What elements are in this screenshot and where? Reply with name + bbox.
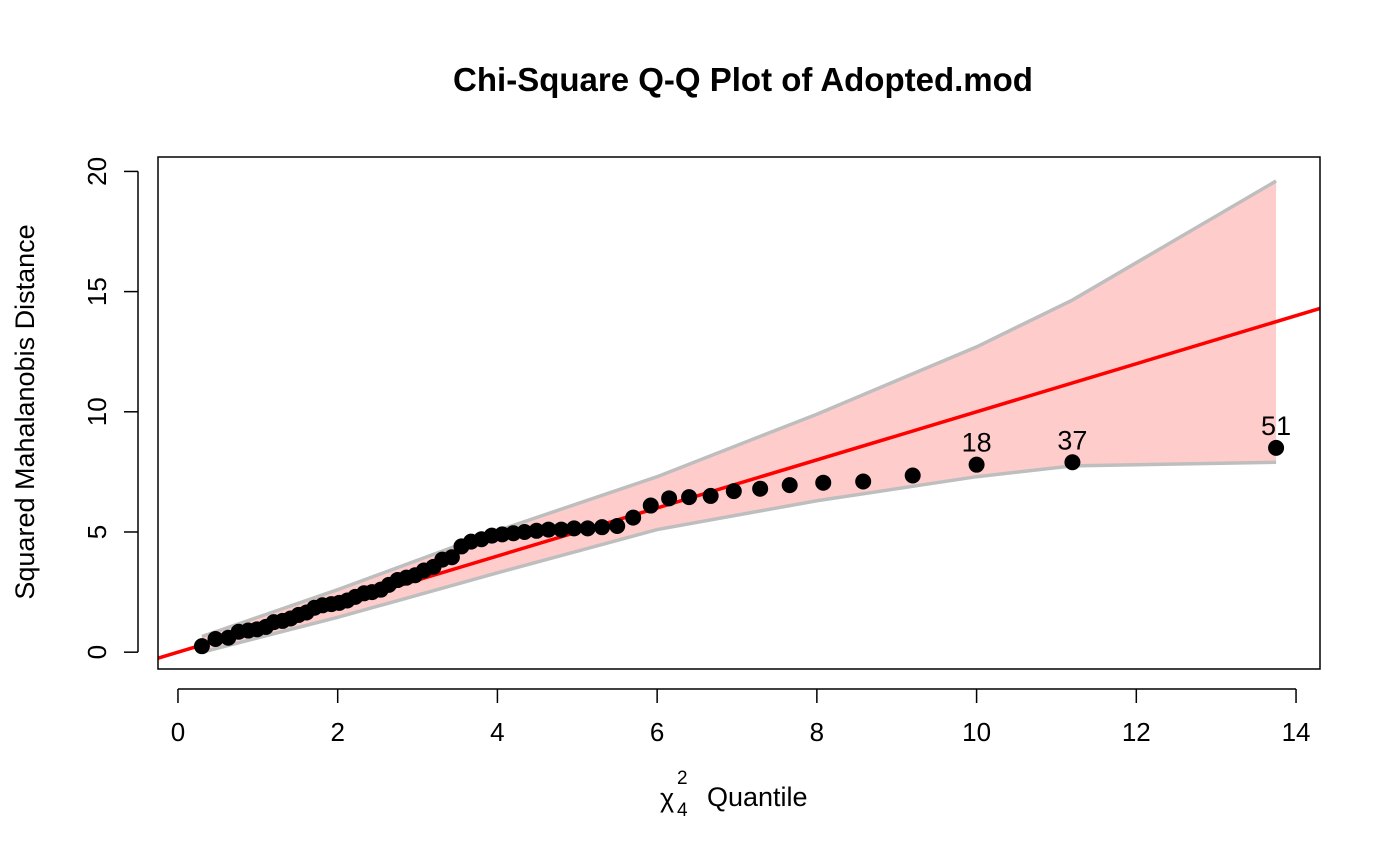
point-label: 37	[1057, 425, 1087, 455]
data-point	[594, 519, 611, 536]
data-point	[625, 509, 642, 526]
data-point	[207, 630, 224, 647]
x-tick-label: 12	[1122, 717, 1151, 747]
data-point	[725, 483, 742, 500]
data-point	[553, 521, 570, 538]
data-point	[540, 521, 557, 538]
x-tick-label: 4	[490, 717, 504, 747]
chi-symbol: χ	[660, 783, 674, 813]
data-point	[781, 477, 798, 494]
y-tick-label: 20	[82, 157, 112, 186]
x-tick-label: 14	[1282, 717, 1311, 747]
data-point	[1268, 439, 1285, 456]
data-point	[516, 523, 533, 540]
x-axis-title-text: Quantile	[707, 782, 808, 812]
point-label: 51	[1261, 411, 1291, 441]
data-point	[1064, 454, 1081, 471]
data-point	[904, 467, 921, 484]
x-axis-title: χ 2 4 Quantile	[660, 768, 808, 821]
y-axis-title: Squared Mahalanobis Distance	[10, 224, 40, 599]
data-point	[661, 490, 678, 507]
data-point	[702, 487, 719, 504]
data-point	[752, 480, 769, 497]
data-point	[968, 456, 985, 473]
y-tick-label: 5	[82, 525, 112, 539]
y-tick-label: 15	[82, 277, 112, 306]
x-axis: 0 2 4 6 8 10 12 14	[171, 688, 1311, 747]
data-point	[528, 522, 545, 539]
data-point	[642, 497, 659, 514]
x-tick-label: 2	[330, 717, 344, 747]
envelope-lower-line	[201, 460, 1277, 654]
point-label: 18	[962, 428, 992, 458]
plot-frame	[157, 156, 1321, 670]
data-point	[579, 520, 596, 537]
data-point	[681, 489, 698, 506]
data-point	[609, 517, 626, 534]
x-tick-label: 8	[810, 717, 824, 747]
chi-superscript: 2	[677, 768, 688, 789]
envelope-upper-line	[201, 179, 1277, 639]
data-point	[855, 473, 872, 490]
x-tick-label: 0	[171, 717, 185, 747]
plot-layer: 18 37 51	[157, 179, 1321, 660]
y-tick-label: 0	[82, 645, 112, 659]
y-axis: 0 5 10 15 20	[82, 157, 139, 659]
x-tick-label: 6	[650, 717, 664, 747]
data-point	[193, 638, 210, 655]
y-tick-label: 10	[82, 397, 112, 426]
data-point	[566, 520, 583, 537]
chi-subscript: 4	[677, 800, 688, 821]
chart-title: Chi-Square Q-Q Plot of Adopted.mod	[453, 61, 1033, 98]
x-tick-label: 10	[962, 717, 991, 747]
data-point	[443, 549, 460, 566]
data-point	[815, 474, 832, 491]
